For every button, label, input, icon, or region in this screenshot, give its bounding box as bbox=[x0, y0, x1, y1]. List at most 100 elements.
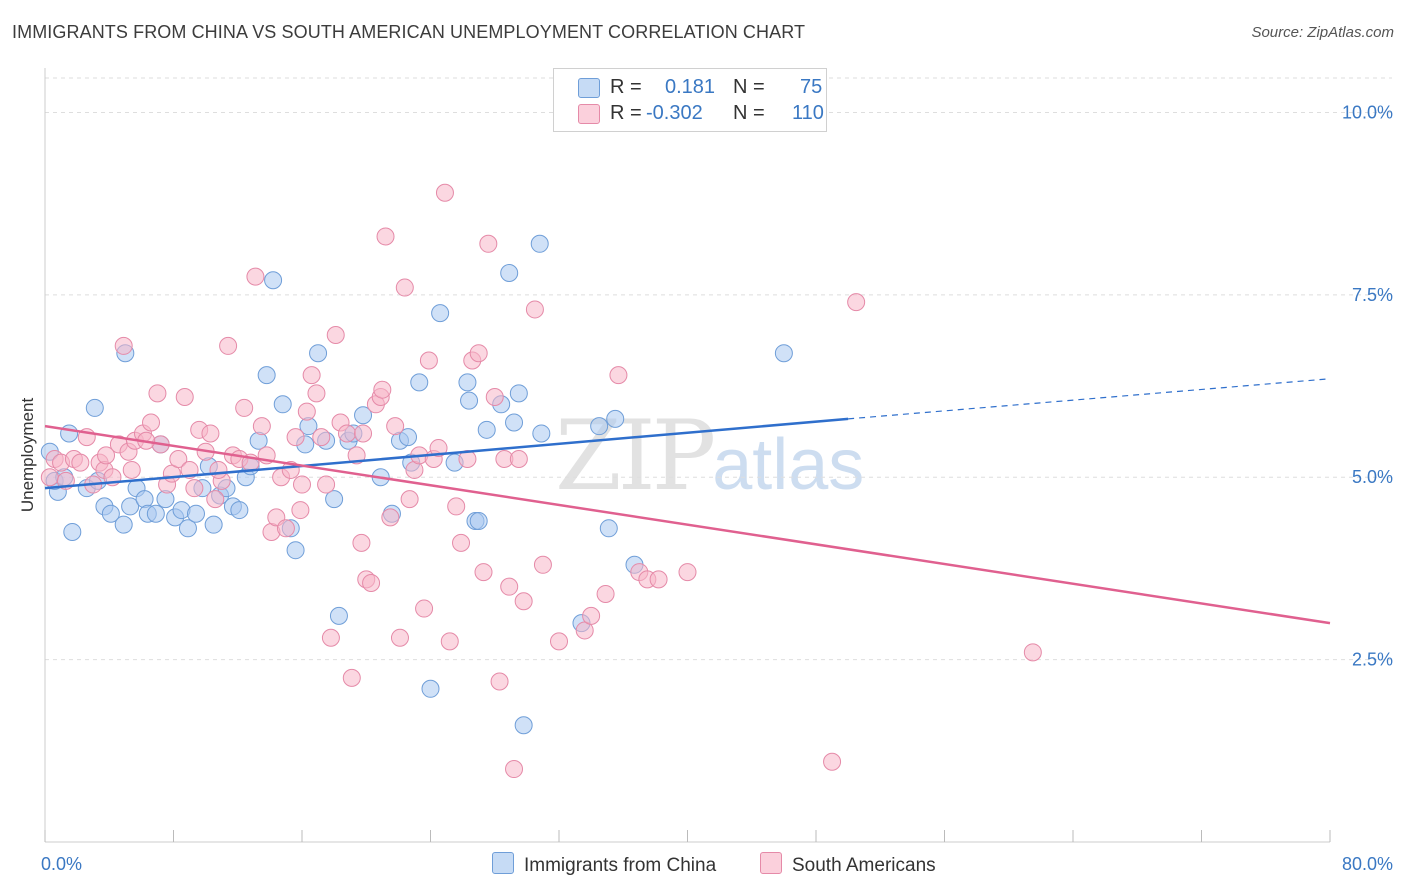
x-tick-label: 0.0% bbox=[41, 854, 82, 874]
trend-line-china bbox=[44, 417, 849, 490]
data-point bbox=[550, 632, 568, 651]
y-tick-label: 2.5% bbox=[1352, 650, 1393, 670]
legend-n-value: 75 bbox=[800, 76, 823, 98]
data-point bbox=[373, 380, 392, 399]
data-point bbox=[347, 446, 366, 465]
data-point bbox=[435, 183, 454, 202]
data-point bbox=[219, 336, 238, 355]
data-point bbox=[121, 497, 140, 516]
data-point bbox=[312, 428, 331, 447]
data-point bbox=[419, 351, 438, 370]
data-point bbox=[410, 373, 429, 392]
data-point bbox=[514, 592, 533, 611]
data-point bbox=[321, 628, 340, 647]
trend-line-south-americans bbox=[44, 424, 1331, 625]
data-point bbox=[148, 384, 167, 403]
data-point bbox=[317, 475, 336, 494]
data-point bbox=[474, 563, 493, 582]
legend-r-value: 0.181 bbox=[665, 76, 716, 98]
data-point bbox=[201, 424, 220, 443]
data-point bbox=[122, 460, 141, 479]
y-tick-label: 7.5% bbox=[1352, 285, 1393, 305]
data-point bbox=[452, 533, 471, 552]
bottom-legend-label-south-americans: South Americans bbox=[792, 855, 936, 876]
data-point bbox=[235, 398, 254, 417]
data-point bbox=[291, 501, 310, 520]
data-point bbox=[63, 522, 82, 541]
data-point bbox=[85, 398, 104, 417]
legend-n-label: N = bbox=[733, 102, 765, 124]
series-china-points bbox=[40, 234, 793, 735]
data-point bbox=[135, 490, 154, 509]
data-point bbox=[342, 668, 361, 687]
data-point bbox=[440, 632, 459, 651]
tick-labels: 2.5% 5.0% 7.5% 10.0% 0.0% 80.0% bbox=[41, 102, 1393, 874]
data-point bbox=[252, 417, 271, 436]
bottom-legend-swatch-south-americans bbox=[760, 852, 782, 874]
source-label: Source: ZipAtlas.com bbox=[1251, 24, 1394, 41]
data-point bbox=[649, 570, 668, 589]
data-point bbox=[505, 413, 524, 432]
data-point bbox=[447, 497, 466, 516]
data-point bbox=[293, 475, 311, 494]
data-point bbox=[606, 409, 625, 428]
data-point bbox=[146, 504, 165, 523]
data-point bbox=[477, 420, 496, 439]
data-point bbox=[309, 344, 328, 363]
data-point bbox=[230, 501, 249, 520]
data-point bbox=[399, 428, 418, 447]
correlation-legend: R = 0.181 N = 75 R = -0.302 N = 110 bbox=[553, 68, 827, 132]
trend-lines bbox=[44, 378, 1331, 625]
data-point bbox=[469, 512, 488, 531]
data-point bbox=[1023, 643, 1042, 662]
legend-r-label: R = bbox=[610, 76, 642, 98]
legend-r-label: R = bbox=[610, 102, 642, 124]
data-point bbox=[273, 395, 292, 414]
data-point bbox=[362, 574, 381, 593]
legend-n-value: 110 bbox=[792, 102, 824, 124]
data-point bbox=[297, 402, 316, 421]
data-point bbox=[114, 515, 133, 534]
data-point bbox=[376, 227, 395, 246]
data-point bbox=[354, 424, 373, 443]
trend-line-china-extension bbox=[848, 378, 1331, 420]
data-point bbox=[386, 417, 405, 436]
series-south-americans-points bbox=[40, 183, 1042, 779]
x-tick-label: 80.0% bbox=[1342, 854, 1393, 874]
data-point bbox=[479, 234, 498, 253]
data-point bbox=[175, 387, 194, 406]
data-point bbox=[209, 460, 228, 479]
data-point bbox=[400, 490, 419, 509]
data-point bbox=[178, 519, 197, 538]
watermark-zip: ZIP bbox=[555, 400, 716, 512]
data-point bbox=[514, 716, 533, 735]
data-point bbox=[325, 490, 344, 509]
data-point bbox=[114, 336, 133, 355]
data-point bbox=[381, 508, 400, 527]
data-point bbox=[532, 424, 551, 443]
data-point bbox=[609, 366, 628, 385]
data-point bbox=[429, 439, 448, 458]
data-point bbox=[206, 490, 225, 509]
data-point bbox=[326, 325, 345, 344]
data-point bbox=[490, 672, 509, 691]
data-point bbox=[169, 450, 188, 468]
data-point bbox=[142, 413, 161, 432]
legend-swatch-south-americans bbox=[578, 104, 600, 124]
data-point bbox=[286, 428, 305, 447]
data-point bbox=[390, 628, 409, 647]
data-point bbox=[533, 555, 552, 574]
data-point bbox=[847, 293, 866, 312]
bottom-legend-china: Immigrants from China bbox=[492, 852, 716, 877]
data-point bbox=[599, 519, 618, 538]
data-point bbox=[352, 533, 371, 552]
grid-lines bbox=[45, 77, 1392, 661]
bottom-legend-swatch-china bbox=[492, 852, 514, 874]
legend-swatch-china bbox=[578, 78, 600, 98]
data-point bbox=[500, 577, 519, 596]
legend-n-label: N = bbox=[733, 76, 765, 98]
data-point bbox=[307, 384, 326, 403]
data-point bbox=[460, 391, 479, 410]
data-point bbox=[395, 278, 414, 297]
